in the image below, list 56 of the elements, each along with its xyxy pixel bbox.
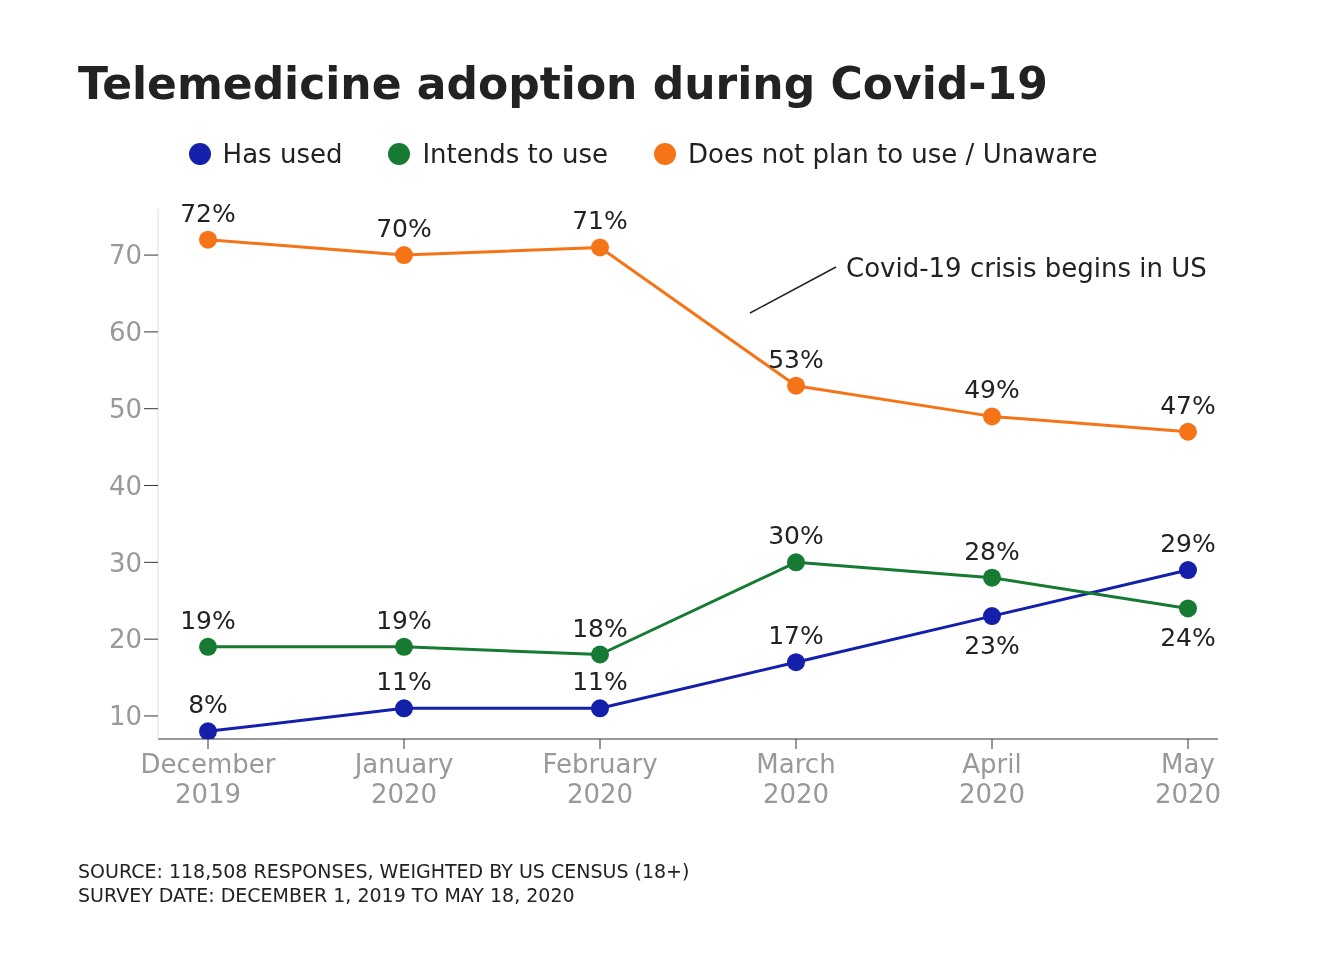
data-label: 19% [376,605,432,635]
data-label: 11% [376,667,432,697]
data-label: 70% [376,214,432,244]
x-tick-label: April 2020 [958,749,1026,809]
point [199,637,217,656]
source-note: SOURCE: 118,508 RESPONSES, WEIGHTED BY US CENSUS (18+) [78,859,691,883]
data-label: 24% [1160,623,1216,653]
data-label: 11% [572,667,628,697]
point [787,376,805,395]
text: SURVEY DATE: DECEMBER 1, 2019 TO MAY 18, 2020 [78,883,576,907]
point [395,637,413,656]
point [591,238,609,257]
point [395,699,413,718]
data-label: 72% [180,198,236,228]
data-label: 53% [768,344,824,374]
data-label: 71% [572,206,628,236]
y-tick-label: 50 [108,393,142,424]
x-tick-label: December 2019 [140,749,276,809]
legend-label: Intends to use [421,139,608,169]
point [199,230,217,249]
point [395,246,413,265]
y-tick-label: 40 [108,470,142,501]
y-tick-label: 60 [108,317,142,348]
chart-title: Telemedicine adoption during Covid-19 [77,57,1049,111]
point [591,699,609,718]
point [983,607,1001,626]
data-label: 19% [180,605,236,635]
y-tick-label: 30 [108,547,142,578]
data-label: 49% [964,375,1020,405]
point [983,568,1001,587]
point [591,645,609,664]
point [199,722,217,739]
legend-label: Does not plan to use / Unaware [686,139,1098,169]
data-label: 29% [1160,529,1216,559]
data-label: 30% [768,521,824,551]
x-tick-label: May 2020 [1154,749,1222,809]
data-label: 28% [964,536,1020,566]
data-label: 47% [1160,390,1216,420]
point [787,653,805,672]
y-tick-label: 70 [108,240,142,271]
data-label: 23% [964,631,1020,661]
x-tick-label: February 2020 [542,749,658,809]
annotation: Covid-19 crisis begins in US [846,253,1207,283]
data-label: 17% [768,621,824,651]
x-tick-label: January 2020 [352,749,454,809]
y-tick-label: 20 [108,624,142,655]
data-label: 18% [572,613,628,643]
y-tick-label: 10 [108,701,142,732]
point [1179,599,1197,618]
legend-label: Has used [221,139,343,169]
point [1179,561,1197,580]
x-tick-label: March 2020 [756,749,836,809]
data-label: 8% [188,690,228,720]
point [983,407,1001,426]
point [787,553,805,572]
point [1179,422,1197,441]
